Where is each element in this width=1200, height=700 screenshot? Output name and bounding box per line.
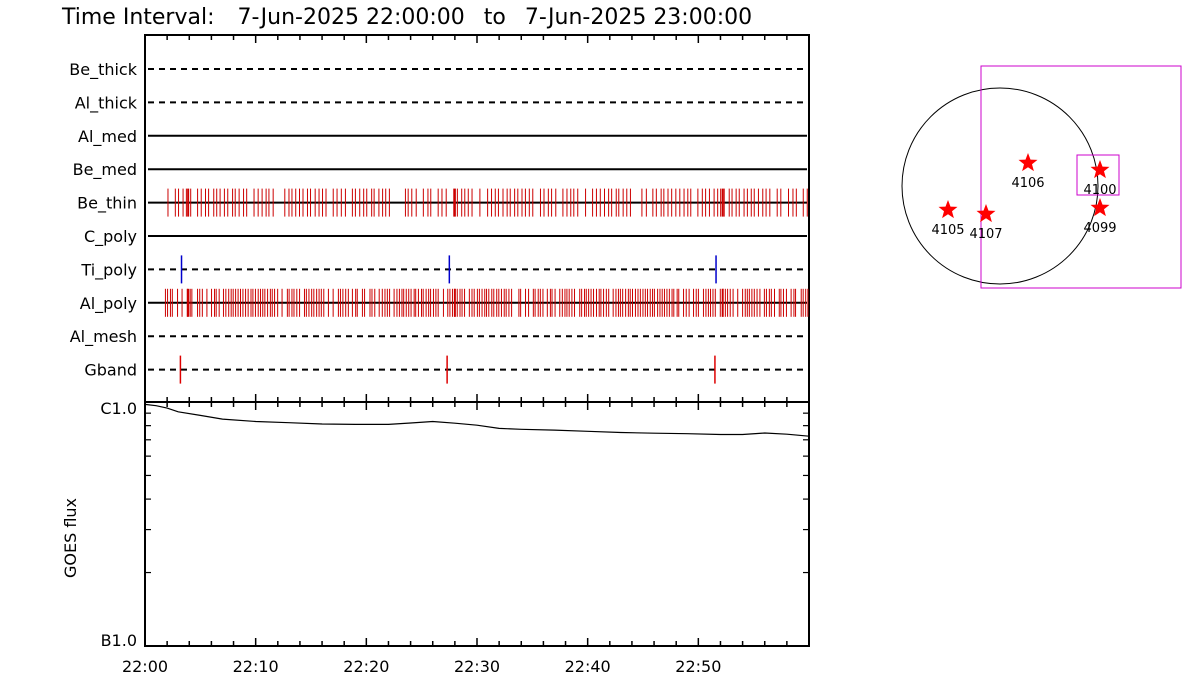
title-end: 7-Jun-2025 23:00:00 — [525, 5, 752, 30]
x-tick-label: 22:50 — [675, 657, 721, 676]
goes-panel-frame — [144, 401, 810, 647]
x-tick-label: 22:30 — [454, 657, 500, 676]
x-tick-label: 22:40 — [565, 657, 611, 676]
raster-panel: Be_thick Al_thick Al_med Be_med Be_thin C_pol… — [69, 60, 809, 384]
goes-flux-line — [144, 403, 810, 437]
channel-label: C_poly — [84, 227, 137, 247]
channel-label: Ti_poly — [80, 260, 137, 280]
active-region-label: 4100 — [1083, 183, 1116, 198]
goes-panel: 22:00 22:10 22:20 22:30 22:40 22:50 — [122, 35, 810, 676]
solar-map: 4106 4100 4105 4107 4099 — [901, 65, 1182, 289]
channel-label: Al_mesh — [70, 327, 137, 347]
active-region-label: 4106 — [1011, 176, 1044, 191]
channel-label: Al_med — [78, 127, 137, 147]
x-tick-label: 22:10 — [233, 657, 279, 676]
channel-label: Be_thick — [69, 60, 137, 80]
title-sep: to — [484, 5, 506, 30]
active-region-label: 4107 — [969, 227, 1002, 242]
x-tick-label: 22:00 — [122, 657, 168, 676]
active-region-star — [1018, 153, 1038, 172]
goes-ytick-bottom: B1.0 — [101, 631, 137, 650]
active-region-label: 4105 — [931, 223, 964, 238]
solar-disk — [901, 87, 1099, 285]
channel-label: Al_thick — [75, 93, 138, 113]
channel-label: Be_med — [73, 160, 137, 180]
title-prefix: Time Interval: — [61, 5, 215, 30]
x-tick-label: 22:20 — [343, 657, 389, 676]
title-start: 7-Jun-2025 22:00:00 — [238, 5, 465, 30]
channel-label: Al_poly — [80, 294, 137, 314]
active-region-star — [1090, 160, 1110, 179]
goes-ytick-top: C1.0 — [100, 399, 137, 418]
channel-label: Be_thin — [77, 194, 137, 214]
active-region-label: 4099 — [1083, 221, 1116, 236]
goes-ylabel: GOES flux — [61, 498, 80, 578]
fov-frame — [980, 65, 1182, 289]
active-region-star — [1090, 198, 1110, 217]
active-region-star — [976, 204, 996, 223]
channel-label: Gband — [84, 361, 137, 380]
raster-panel-frame — [144, 34, 810, 403]
fov-subframe — [1076, 154, 1120, 196]
active-region-star — [938, 200, 958, 219]
chart-title: Time Interval: 7-Jun-2025 22:00:00 to 7-… — [61, 5, 752, 30]
